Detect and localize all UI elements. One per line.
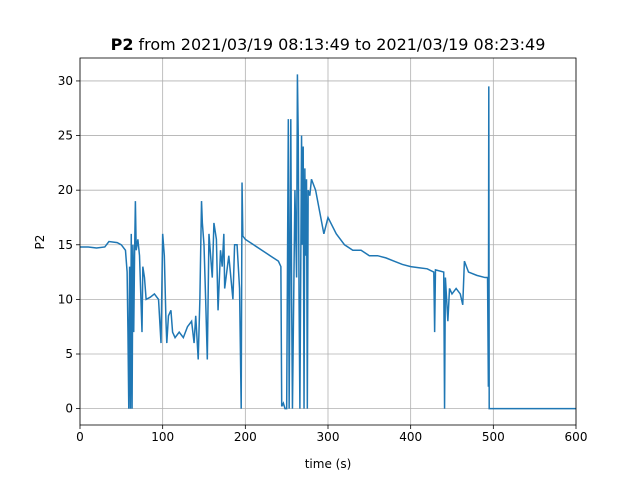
y-tick-label: 25 (58, 129, 73, 143)
y-tick-label: 10 (58, 292, 73, 306)
plot-frame (79, 57, 577, 426)
x-tick-label: 200 (234, 430, 257, 444)
x-tick-label: 500 (482, 430, 505, 444)
y-tick-label: 15 (58, 238, 73, 252)
y-tick-label: 5 (65, 347, 73, 361)
y-tick-label: 30 (58, 74, 73, 88)
x-tick-label: 400 (399, 430, 422, 444)
x-tick-label: 600 (565, 430, 588, 444)
y-tick-label: 0 (65, 402, 73, 416)
title-text: from 2021/03/19 08:13:49 to 2021/03/19 0… (138, 35, 545, 54)
x-tick-label: 100 (151, 430, 174, 444)
x-tick-label: 300 (317, 430, 340, 444)
y-tick-label: 20 (58, 183, 73, 197)
chart-title: P2 from 2021/03/19 08:13:49 to 2021/03/19… (111, 35, 546, 54)
y-axis-label: P2 (33, 235, 47, 250)
x-tick-label: 0 (76, 430, 84, 444)
data-line (80, 74, 576, 410)
title-bold: P2 (111, 35, 134, 54)
x-axis-label: time (s) (305, 457, 352, 471)
